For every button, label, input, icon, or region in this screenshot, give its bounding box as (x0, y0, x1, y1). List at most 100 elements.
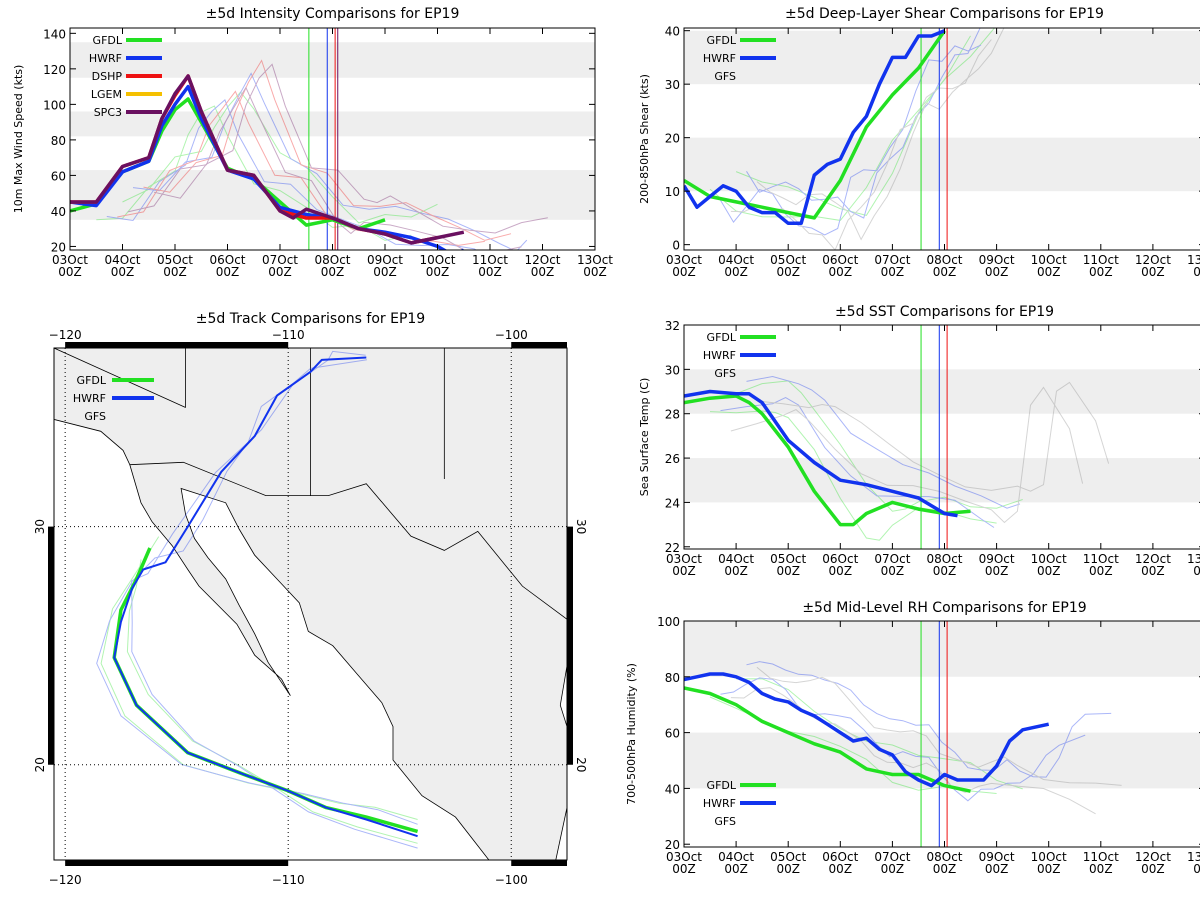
x-tick-label: 00Z (1141, 265, 1165, 279)
y-tick-label: 20 (665, 838, 680, 852)
series-line-gfdl (684, 686, 971, 793)
x-tick-label: 00Z (672, 564, 696, 578)
series-group (684, 389, 971, 527)
y-axis-label: 700-500hPa Humidity (%) (625, 663, 638, 805)
shade-band (684, 621, 1200, 677)
x-tick-label: 06Oct (822, 850, 858, 864)
series-line-spc3 (70, 74, 465, 245)
ensemble-lines (709, 661, 1122, 815)
lon-label-top: −120 (49, 328, 82, 342)
x-tick-label: 13Oct (577, 253, 613, 267)
x-tick-label: 12Oct (1135, 552, 1171, 566)
y-tick-label: 40 (51, 205, 66, 219)
y-tick-label: 30 (665, 78, 680, 92)
x-tick-label: 06Oct (822, 552, 858, 566)
ensemble-track (126, 559, 418, 844)
legend-label: GFS (714, 70, 736, 83)
x-tick-label: 00Z (776, 265, 800, 279)
ensemble-line (756, 666, 1122, 786)
x-tick-label: 10Oct (419, 253, 455, 267)
shade-band (684, 732, 1200, 789)
frame-bar (65, 342, 289, 348)
x-tick-label: 06Oct (209, 253, 245, 267)
ensemble-line (106, 99, 477, 250)
y-tick-label: 120 (43, 63, 66, 77)
ensemble-line (746, 28, 981, 219)
series-line-hwrf (684, 672, 1050, 788)
ensemble-line (746, 375, 1021, 509)
ensemble-line (720, 44, 982, 236)
series-line-hwrf (684, 29, 946, 226)
x-tick-label: 12Oct (1135, 253, 1171, 267)
x-tick-label: 07Oct (874, 552, 910, 566)
y-tick-label: 32 (665, 319, 680, 333)
x-tick-label: 09Oct (979, 552, 1015, 566)
y-tick-label: 100 (43, 98, 66, 112)
legend-label: GFS (714, 815, 736, 828)
ensemble-line (132, 72, 528, 250)
x-tick-label: 05Oct (770, 552, 806, 566)
ensemble-line (720, 677, 1086, 802)
ensemble-line (143, 59, 512, 241)
ensemble-line (746, 661, 1112, 778)
x-tick-label: 11Oct (1083, 850, 1119, 864)
x-tick-label: 05Oct (157, 253, 193, 267)
x-tick-label: 00Z (985, 862, 1009, 876)
intensity-chart: 2040608010012014003Oct00Z04Oct00Z05Oct00… (12, 6, 613, 279)
x-tick-label: 00Z (985, 265, 1009, 279)
x-tick-label: 04Oct (718, 552, 754, 566)
y-tick-label: 140 (43, 27, 66, 41)
y-tick-label: 100 (657, 615, 680, 629)
shade-band (684, 458, 1200, 503)
x-tick-label: 13Oct (1187, 552, 1200, 566)
country-border (129, 461, 567, 620)
x-tick-label: 06Oct (822, 253, 858, 267)
legend-label: DSHP (92, 70, 123, 83)
ensemble-line (735, 28, 996, 216)
x-tick-label: 09Oct (979, 850, 1015, 864)
x-tick-label: 00Z (478, 265, 502, 279)
x-tick-label: 09Oct (367, 253, 403, 267)
x-tick-label: 00Z (672, 862, 696, 876)
chart-title: ±5d Mid-Level RH Comparisons for EP19 (802, 600, 1086, 616)
ensemble-line (735, 380, 1023, 512)
x-tick-label: 12Oct (524, 253, 560, 267)
x-tick-label: 08Oct (926, 253, 962, 267)
x-tick-label: 00Z (829, 862, 853, 876)
lon-label-bottom: −100 (495, 873, 528, 887)
x-tick-label: 05Oct (770, 253, 806, 267)
x-tick-label: 00Z (829, 265, 853, 279)
x-tick-label: 11Oct (472, 253, 508, 267)
y-tick-label: 28 (665, 408, 680, 422)
ensemble-line (736, 678, 1023, 790)
x-tick-label: 00Z (881, 564, 905, 578)
x-tick-label: 00Z (933, 265, 957, 279)
legend-label: GFDL (77, 374, 107, 387)
y-axis-label: Sea Surface Temp (C) (638, 378, 651, 496)
frame-bar (511, 342, 567, 348)
x-tick-label: 00Z (724, 265, 748, 279)
x-tick-label: 00Z (881, 862, 905, 876)
y-tick-label: 10 (665, 185, 680, 199)
legend-label: LGEM (91, 88, 122, 101)
ensemble-track (100, 536, 418, 820)
x-tick-label: 00Z (933, 862, 957, 876)
y-tick-label: 22 (665, 541, 680, 555)
y-tick-label: 80 (51, 134, 66, 148)
x-tick-label: 03Oct (666, 552, 702, 566)
x-tick-label: 00Z (426, 265, 450, 279)
x-tick-label: 00Z (1141, 564, 1165, 578)
x-tick-label: 04Oct (104, 253, 140, 267)
shade-band (684, 137, 1200, 192)
lon-label-bottom: −110 (272, 873, 305, 887)
x-tick-label: 00Z (881, 265, 905, 279)
x-tick-label: 00Z (1089, 564, 1113, 578)
x-tick-label: 00Z (1193, 265, 1200, 279)
lat-label-left: 20 (33, 757, 47, 772)
shade-band (70, 111, 595, 137)
series-group (684, 29, 946, 226)
y-axis-label: 200-850hPa Shear (kts) (638, 74, 651, 204)
x-tick-label: 11Oct (1083, 552, 1119, 566)
x-tick-label: 00Z (829, 564, 853, 578)
